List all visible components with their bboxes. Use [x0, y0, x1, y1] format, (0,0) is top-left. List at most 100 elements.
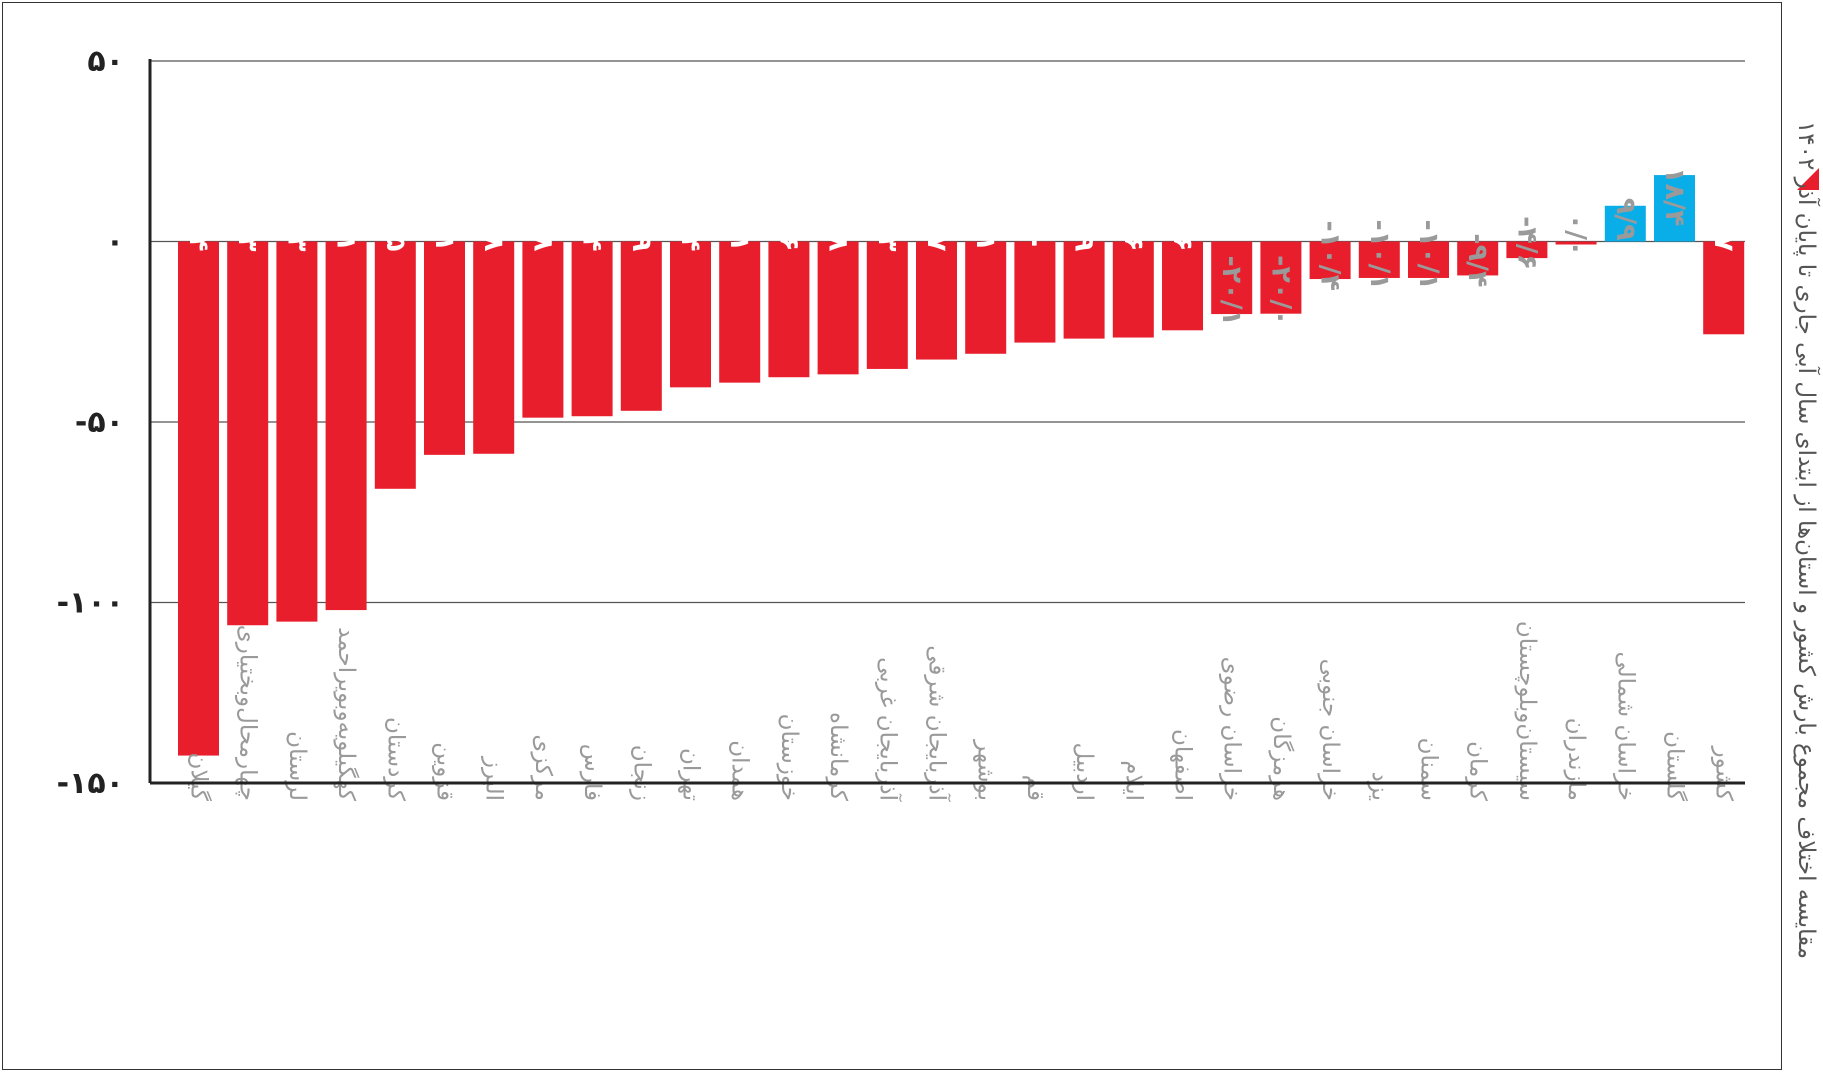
- data-label: ۹/۹: [1610, 198, 1641, 241]
- x-tick-label: مرکزی: [530, 734, 556, 801]
- x-tick-label: گیلان: [186, 752, 213, 801]
- bar: [1506, 241, 1548, 259]
- bar: [325, 241, 367, 611]
- x-tick-label: کشور: [1711, 746, 1737, 802]
- bar: [1162, 241, 1203, 331]
- bar: [1703, 241, 1745, 335]
- data-label: -۴۶/۹: [626, 181, 657, 252]
- x-tick-label: سمنان: [1416, 738, 1442, 801]
- bar: [374, 241, 416, 489]
- x-tick-label: سیستان‌وبلوچستان: [1514, 621, 1540, 801]
- data-label: -۱۰/۱: [1413, 219, 1444, 290]
- x-tick-label: قم: [1022, 775, 1048, 801]
- data-label: -۱۰/۴: [1315, 221, 1346, 292]
- x-tick-label: تهران: [678, 748, 704, 801]
- bar: [1604, 205, 1646, 242]
- bar: [276, 241, 318, 622]
- x-tick-label: یزد: [1366, 772, 1392, 801]
- y-tick-label: ۰: [106, 225, 124, 260]
- data-label: ۰/۰: [1561, 214, 1592, 257]
- bar: [817, 241, 859, 375]
- data-label: -۴۸/۸: [527, 181, 558, 252]
- bar: [1555, 241, 1597, 245]
- data-label: -۱۰/۱: [1364, 219, 1395, 290]
- data-label: -۲۶/۹: [1069, 181, 1100, 252]
- data-label: -۳۱/۱: [970, 181, 1001, 252]
- x-tick-label: کرمان: [1465, 741, 1491, 801]
- bar: [670, 241, 711, 388]
- data-label: -۲۸/۰: [1019, 181, 1050, 252]
- x-tick-label: هرمزگان: [1268, 716, 1295, 801]
- data-label: -۴۰/۴: [675, 181, 706, 252]
- x-tick-label: خوزستان: [776, 714, 802, 801]
- y-tick-label: -۱۵۰: [57, 766, 124, 801]
- data-label: -۵۸/۸: [478, 181, 509, 252]
- bar: [473, 241, 515, 454]
- x-tick-label: مازندران: [1563, 718, 1589, 801]
- data-label: -۳۵/۳: [872, 181, 903, 252]
- bar: [1112, 241, 1154, 338]
- x-tick-label: زنجان: [628, 745, 654, 801]
- data-label: -۱۴۲/۴: [183, 165, 214, 252]
- bar: [620, 241, 662, 411]
- data-label: ۱۸/۴: [1659, 167, 1690, 226]
- bar: [178, 241, 219, 756]
- x-tick-label: قزوین: [432, 742, 458, 801]
- bar: [1309, 241, 1351, 280]
- x-tick-label: آذربایجان غربی: [874, 657, 902, 803]
- bar: [1063, 241, 1105, 339]
- bar: [424, 241, 465, 455]
- x-tick-label: اردبیل: [1071, 743, 1097, 802]
- y-tick-label: -۵۰: [75, 405, 124, 440]
- x-tick-label: اصفهان: [1170, 729, 1196, 801]
- x-tick-label: خراسان شمالی: [1612, 651, 1638, 801]
- data-label: -۳۷/۶: [773, 181, 804, 252]
- data-label: -۶۸/۵: [380, 181, 411, 252]
- data-label: -۹/۴: [1462, 233, 1493, 287]
- data-label: -۳۹/۱: [724, 181, 755, 252]
- data-label: -۱۰۲/۱: [331, 165, 362, 252]
- data-label: -۱۰۵/۳: [281, 165, 312, 253]
- data-label: -۴/۶: [1511, 216, 1542, 270]
- bar: [1211, 241, 1253, 315]
- x-tick-label: گلستان: [1662, 731, 1689, 801]
- x-tick-label: همدان: [727, 740, 753, 801]
- bar: [866, 241, 908, 369]
- data-label: -۳۲/۷: [921, 181, 952, 252]
- x-tick-label: البرز: [481, 756, 507, 801]
- data-label: -۱۰۶/۳: [232, 164, 263, 252]
- x-tick-label: کردستان: [382, 717, 408, 801]
- data-label: -۲۰/۰: [1265, 255, 1296, 326]
- data-label: -۳۶/۸: [823, 181, 854, 252]
- x-tick-label: فارس: [579, 744, 605, 801]
- x-tick-label: خراسان جنوبی: [1317, 659, 1343, 801]
- bar: [1408, 241, 1449, 278]
- y-tick-label: -۱۰۰: [57, 586, 124, 621]
- bar: [1654, 175, 1695, 242]
- x-tick-label: ایلام: [1120, 760, 1146, 801]
- data-label: -۲۴/۶: [1167, 181, 1198, 252]
- x-tick-label: کهگیلویه‌وبویراحمد: [333, 627, 360, 801]
- x-tick-label: آذربایجان شرقی: [924, 645, 952, 802]
- x-tick-label: چهارمحال‌وبختیاری: [235, 625, 261, 801]
- title-marker-icon: [1797, 168, 1819, 190]
- x-tick-label: کرمانشاه: [825, 712, 851, 801]
- chart-side-title: مقایسه اختلاف مجموع بارش کشور و استان‌ها…: [1793, 120, 1819, 960]
- data-label: -۵۹/۱: [429, 181, 460, 252]
- x-tick-label: خراسان رضوی: [1219, 657, 1245, 801]
- data-label: -۲۶/۶: [1118, 181, 1149, 252]
- bar: [1457, 241, 1499, 276]
- data-label: -۲۰/۱: [1216, 256, 1247, 327]
- x-tick-label: لرستان: [284, 731, 310, 801]
- bar: [916, 241, 957, 360]
- bar: [965, 241, 1007, 354]
- bar: [571, 241, 613, 417]
- bar: [719, 241, 761, 383]
- bar: [1358, 241, 1400, 278]
- bar: [227, 241, 269, 626]
- bar: [768, 241, 810, 378]
- data-label: -۲۵/۷: [1708, 181, 1739, 252]
- y-tick-label: ۵۰: [87, 44, 124, 79]
- data-label: -۴۸/۴: [577, 181, 608, 252]
